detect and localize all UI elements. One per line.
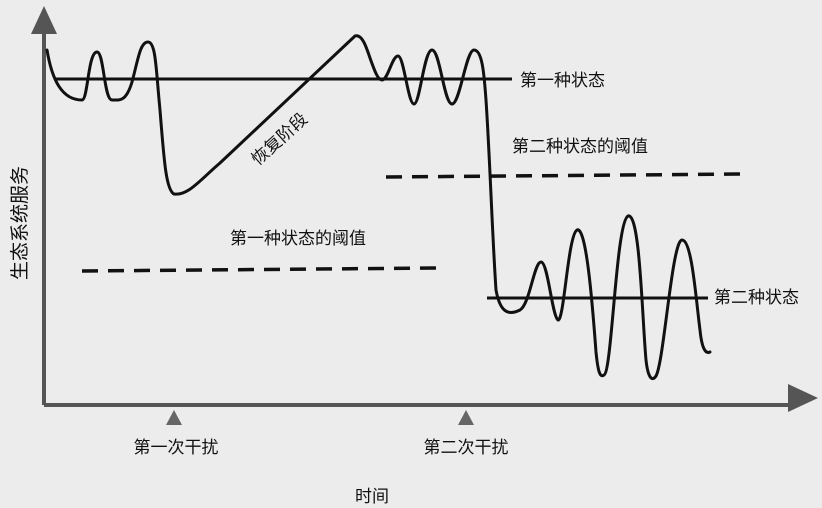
- state2-label: 第二种状态: [714, 288, 799, 308]
- x-axis-label: 时间: [355, 487, 389, 507]
- disturbance1-label: 第一次干扰: [134, 438, 219, 458]
- y-axis-label: 生态系统服务: [9, 166, 31, 280]
- threshold1-label: 第一种状态的阈值: [230, 229, 366, 249]
- x-axis-arrowhead: [788, 384, 818, 412]
- recovery-label: 恢复阶段: [248, 109, 312, 169]
- disturbance2-label: 第二次干扰: [424, 438, 509, 458]
- threshold2-label: 第二种状态的阈值: [512, 137, 648, 157]
- state1-label: 第一种状态: [520, 71, 605, 91]
- threshold1-line: [81, 266, 441, 273]
- ecosystem-trajectory: [45, 34, 712, 381]
- y-axis-arrowhead: [31, 6, 57, 34]
- threshold2-line: [385, 172, 746, 179]
- disturbance2-marker: [458, 410, 474, 425]
- disturbance1-marker: [166, 410, 182, 425]
